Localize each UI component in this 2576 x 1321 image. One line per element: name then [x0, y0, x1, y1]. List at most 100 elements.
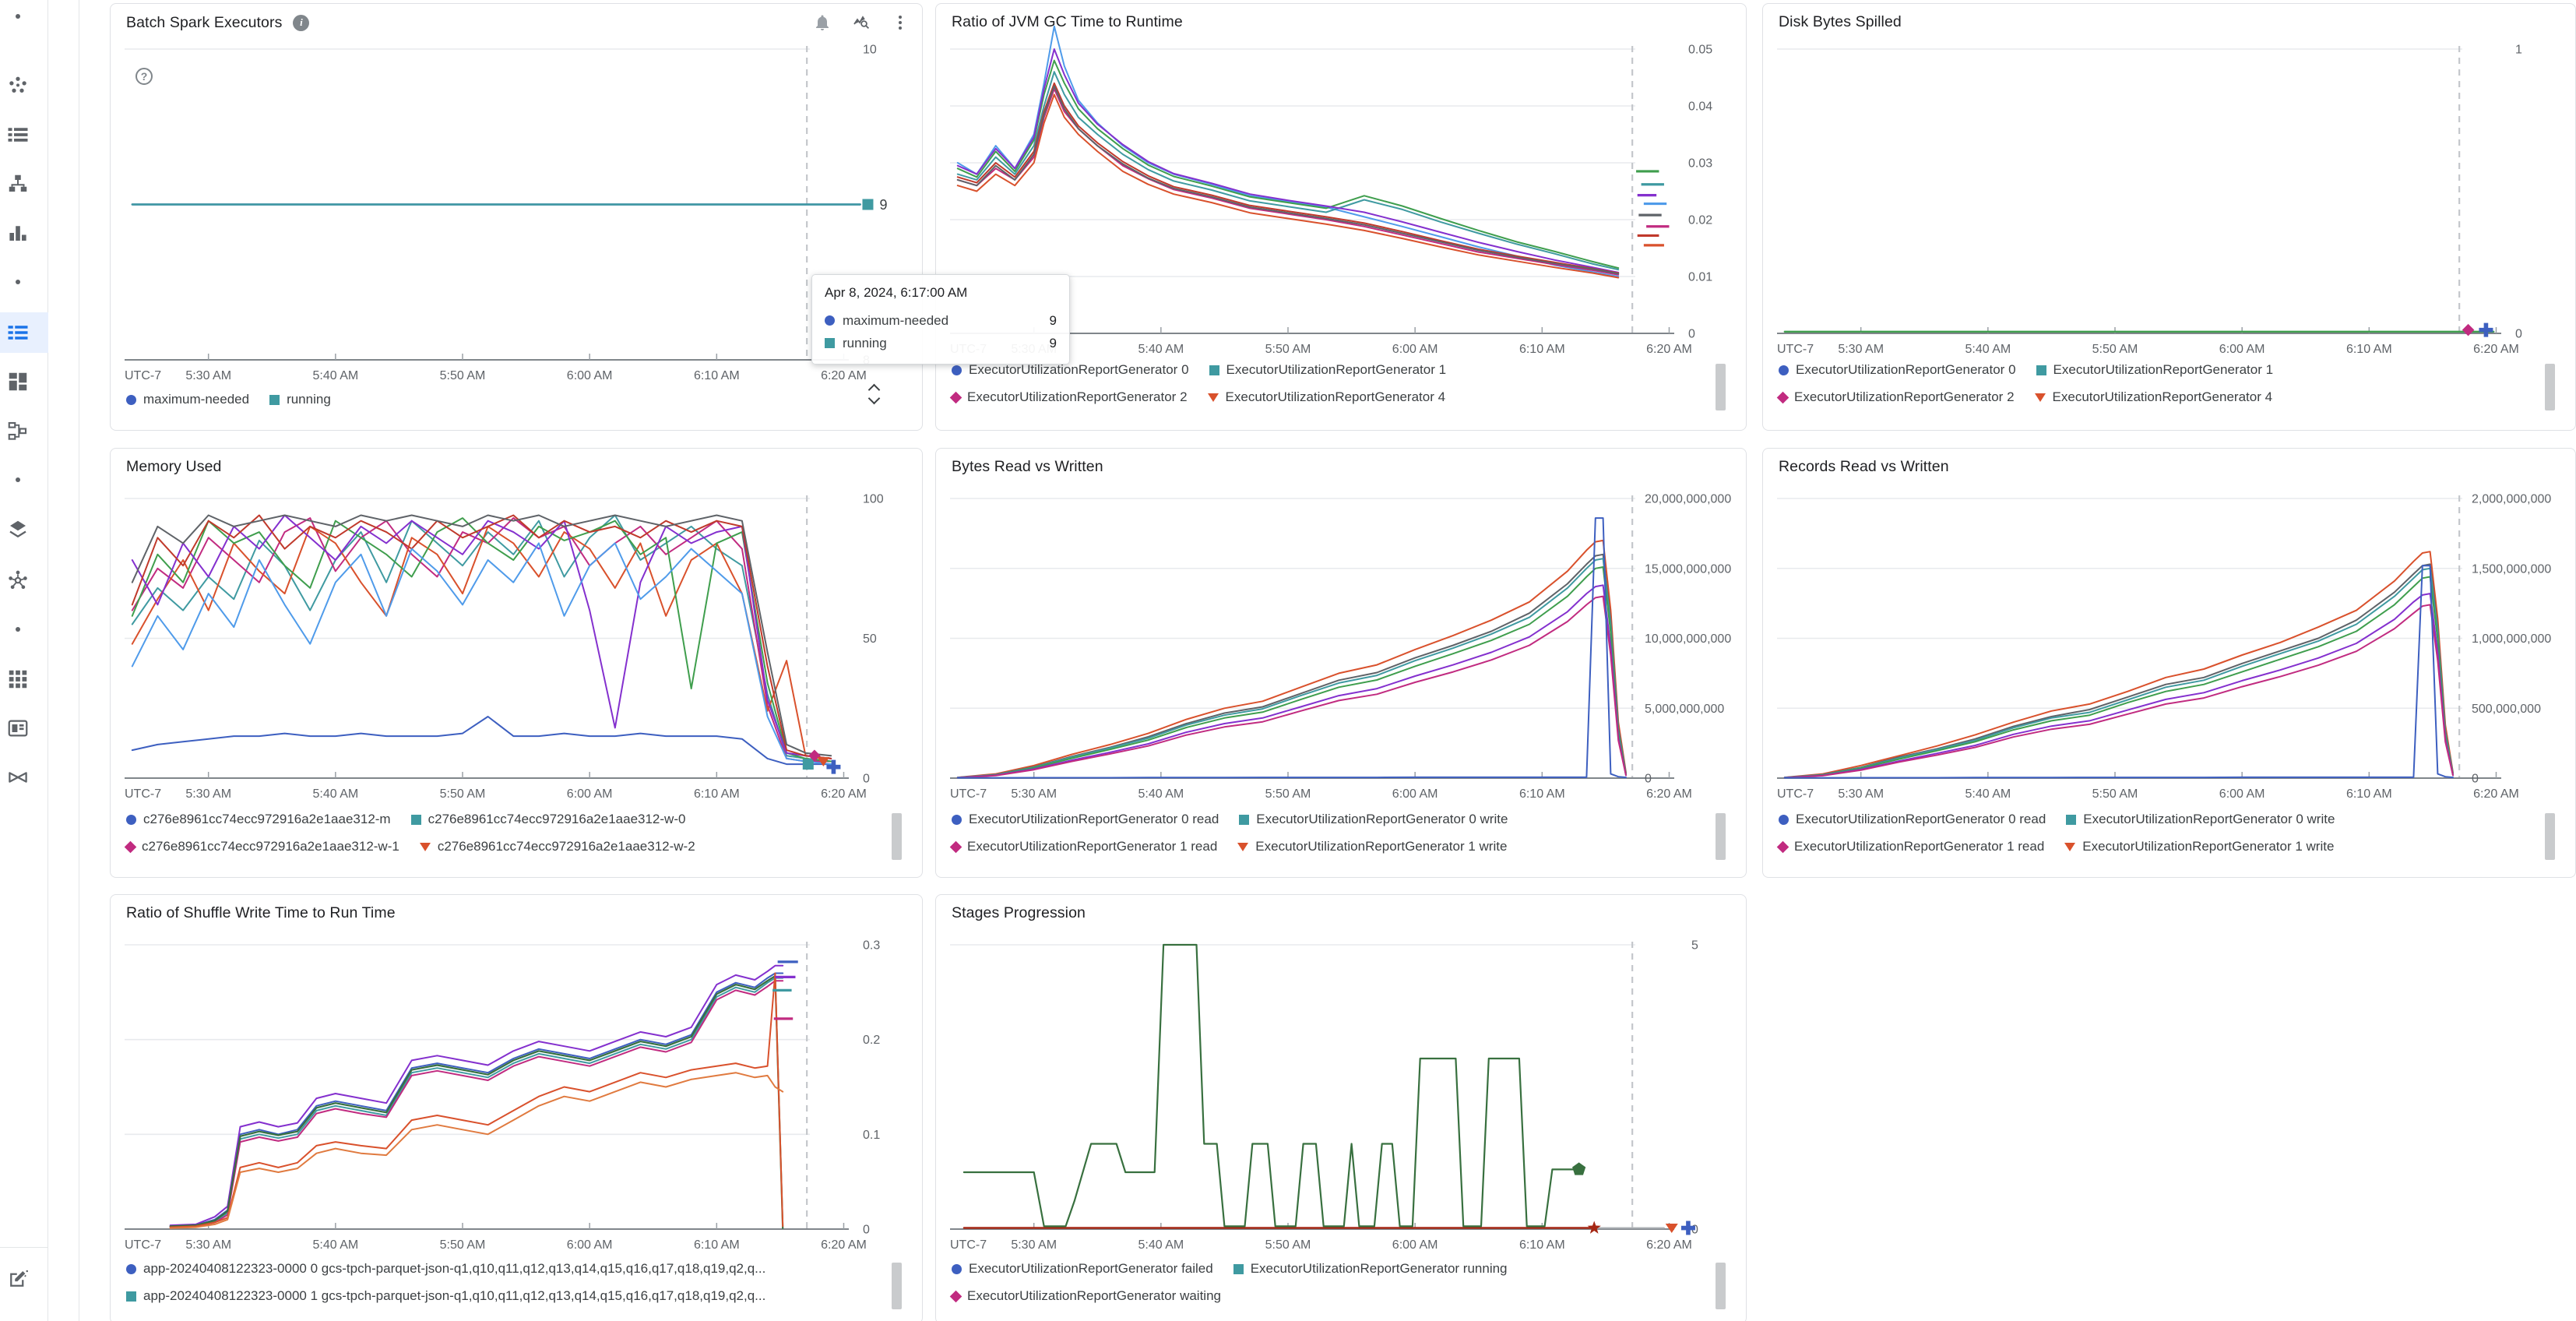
- legend-item[interactable]: ExecutorUtilizationReportGenerator waiti…: [949, 1288, 1221, 1304]
- legend-row: maximum-needed running: [126, 392, 914, 407]
- legend-item[interactable]: ExecutorUtilizationReportGenerator 2: [949, 389, 1188, 405]
- legend-item[interactable]: ExecutorUtilizationReportGenerator 0 wri…: [2066, 812, 2335, 827]
- help-icon[interactable]: ?: [135, 68, 153, 85]
- legend-item[interactable]: ExecutorUtilizationReportGenerator 1 rea…: [949, 839, 1217, 854]
- svg-text:6:10 AM: 6:10 AM: [694, 787, 740, 801]
- legend-scrollbar[interactable]: [892, 813, 902, 860]
- chart-memory-used[interactable]: 5:30 AM 5:40 AM 5:50 AM 6:00 AM 6:10 AM 6:20 …: [125, 492, 950, 811]
- legend-scrollbar[interactable]: [892, 1263, 902, 1309]
- more-options-icon[interactable]: [891, 13, 910, 32]
- chart-shuffle-write-ratio[interactable]: 5:30 AM 5:40 AM 5:50 AM 6:00 AM 6:10 AM 6:20 …: [125, 939, 950, 1262]
- sidebar-item-hub-icon[interactable]: [0, 560, 48, 601]
- tooltip-timestamp: Apr 8, 2024, 6:17:00 AM: [825, 285, 968, 300]
- legend-item[interactable]: running: [269, 392, 331, 407]
- svg-text:6:10 AM: 6:10 AM: [1519, 787, 1565, 801]
- sidebar-item-dot-icon[interactable]: [0, 0, 48, 37]
- legend-scrollbar[interactable]: [2545, 813, 2555, 860]
- sidebar-item-hierarchy-icon[interactable]: [0, 164, 48, 204]
- legend-label: ExecutorUtilizationReportGenerator 4: [1225, 389, 1446, 404]
- svg-text:6:20 AM: 6:20 AM: [821, 369, 867, 382]
- legend-scrollbar[interactable]: [1716, 813, 1726, 860]
- sidebar-item-grid-icon[interactable]: [0, 659, 48, 699]
- svg-text:0: 0: [1688, 328, 1695, 341]
- svg-text:5:30 AM: 5:30 AM: [185, 787, 231, 801]
- legend-row: c276e8961cc74ecc972916a2e1aae312-w-1 c276…: [124, 839, 914, 854]
- chart-records-read-vs-written[interactable]: 5:30 AM 5:40 AM 5:50 AM 6:00 AM 6:10 AM 6:20 …: [1777, 492, 2576, 811]
- chart-jvm-gc-ratio[interactable]: 5:30 AM5:40 AM5:50 AM6:00 AM6:10 AM6:20 …: [950, 25, 1775, 366]
- tooltip-row: maximum-needed 9: [825, 309, 1057, 332]
- legend-item[interactable]: ExecutorUtilizationReportGenerator 0 rea…: [1779, 812, 2046, 827]
- square-marker-icon: [2036, 365, 2046, 375]
- chart-legend: ExecutorUtilizationReportGenerator 0 Exec…: [949, 362, 1738, 417]
- legend-item[interactable]: ExecutorUtilizationReportGenerator 0 wri…: [1239, 812, 1508, 827]
- svg-text:10,000,000,000: 10,000,000,000: [1645, 632, 1731, 646]
- legend-item[interactable]: c276e8961cc74ecc972916a2e1aae312-w-0: [410, 812, 685, 827]
- add-alert-bell-icon[interactable]: [813, 13, 832, 32]
- legend-item[interactable]: app-20240408122323-0000 0 gcs-tpch-parqu…: [126, 1261, 765, 1277]
- svg-text:6:20 AM: 6:20 AM: [1646, 1238, 1692, 1252]
- legend-item[interactable]: ExecutorUtilizationReportGenerator 1 rea…: [1776, 839, 2045, 854]
- legend-scrollbar[interactable]: [2545, 364, 2555, 410]
- sidebar-item-bowtie-icon[interactable]: [0, 757, 48, 798]
- svg-text:0.01: 0.01: [1688, 271, 1712, 284]
- legend-label: ExecutorUtilizationReportGenerator runni…: [1250, 1261, 1508, 1276]
- legend-item[interactable]: ExecutorUtilizationReportGenerator 4: [2034, 389, 2272, 405]
- chart-disk-bytes-spilled[interactable]: 5:30 AM 5:40 AM 5:50 AM 6:00 AM 6:10 AM 6:20 …: [1777, 43, 2576, 366]
- legend-expander[interactable]: [867, 382, 882, 406]
- legend-scrollbar[interactable]: [1716, 364, 1726, 410]
- legend-label: ExecutorUtilizationReportGenerator 0 rea…: [969, 812, 1219, 826]
- svg-text:5: 5: [1691, 939, 1698, 953]
- legend-item[interactable]: ExecutorUtilizationReportGenerator 2: [1776, 389, 2015, 405]
- legend-item[interactable]: c276e8961cc74ecc972916a2e1aae312-m: [126, 812, 391, 827]
- legend-label: ExecutorUtilizationReportGenerator 1 rea…: [1794, 839, 2045, 854]
- card-batch-spark-executors: Batch Spark Executors i ? 5:30 AM 5:40 AM…: [110, 3, 923, 431]
- svg-text:1,500,000,000: 1,500,000,000: [2472, 562, 2551, 576]
- svg-text:5:40 AM: 5:40 AM: [1965, 343, 2011, 356]
- sidebar-item-dashboard-blocks-icon[interactable]: [0, 361, 48, 402]
- legend-item[interactable]: ExecutorUtilizationReportGenerator 0 rea…: [952, 812, 1219, 827]
- sidebar-item-layers-icon[interactable]: [0, 509, 48, 550]
- legend-item[interactable]: maximum-needed: [126, 392, 249, 407]
- legend-item[interactable]: ExecutorUtilizationReportGenerator faile…: [952, 1261, 1213, 1277]
- sidebar-item-cluster-icon[interactable]: [0, 65, 48, 106]
- square-marker-icon: [410, 814, 421, 825]
- chart-legend: app-20240408122323-0000 0 gcs-tpch-parqu…: [126, 1261, 914, 1316]
- series-marker: [825, 315, 835, 326]
- info-icon[interactable]: i: [293, 14, 310, 31]
- sidebar-item-flow-icon[interactable]: [0, 410, 48, 451]
- legend-item[interactable]: c276e8961cc74ecc972916a2e1aae312-w-2: [419, 839, 695, 854]
- legend-item[interactable]: ExecutorUtilizationReportGenerator 0: [952, 362, 1189, 378]
- svg-text:5:30 AM: 5:30 AM: [1011, 787, 1057, 801]
- legend-item[interactable]: ExecutorUtilizationReportGenerator 1: [2036, 362, 2273, 378]
- chart-tooltip: Apr 8, 2024, 6:17:00 AM maximum-needed 9…: [811, 274, 1070, 365]
- svg-text:9: 9: [879, 197, 887, 213]
- legend-scrollbar[interactable]: [1716, 1263, 1726, 1309]
- chart-bytes-read-vs-written[interactable]: 5:30 AM 5:40 AM 5:50 AM 6:00 AM 6:10 AM 6:20 …: [950, 492, 1775, 811]
- legend-item[interactable]: ExecutorUtilizationReportGenerator 0: [1779, 362, 2016, 378]
- card-stages-progression: Stages Progression 5:30 AM 5:40 AM 5:50 AM…: [935, 894, 1747, 1321]
- sidebar-item-dot-icon[interactable]: [0, 609, 48, 650]
- sidebar-item-list-details-icon[interactable]: [0, 114, 48, 155]
- legend-item[interactable]: ExecutorUtilizationReportGenerator 1 wri…: [2064, 839, 2334, 854]
- chart-stages-progression[interactable]: 5:30 AM 5:40 AM 5:50 AM 6:00 AM 6:10 AM 6:20 …: [950, 939, 1775, 1262]
- sidebar-item-dot-icon[interactable]: [0, 460, 48, 500]
- legend-item[interactable]: c276e8961cc74ecc972916a2e1aae312-w-1: [124, 839, 399, 854]
- metrics-explorer-icon[interactable]: [852, 13, 871, 32]
- sidebar-item-compose-icon[interactable]: [0, 1259, 48, 1299]
- legend-row: c276e8961cc74ecc972916a2e1aae312-m c276e8…: [126, 812, 914, 827]
- legend-item[interactable]: ExecutorUtilizationReportGenerator runni…: [1233, 1261, 1508, 1277]
- sidebar-item-monitoring-list-icon[interactable]: [0, 312, 48, 353]
- legend-item[interactable]: ExecutorUtilizationReportGenerator 1 wri…: [1237, 839, 1507, 854]
- legend-item[interactable]: ExecutorUtilizationReportGenerator 4: [1207, 389, 1446, 405]
- svg-text:5:30 AM: 5:30 AM: [1838, 787, 1884, 801]
- legend-item[interactable]: app-20240408122323-0000 1 gcs-tpch-parqu…: [126, 1288, 765, 1304]
- sidebar-item-bar-chart-icon[interactable]: [0, 213, 48, 253]
- card-disk-bytes-spilled: Disk Bytes Spilled 5:30 AM 5:40 AM 5:50 AM…: [1762, 3, 2576, 431]
- diamond-marker-icon: [1776, 840, 1789, 853]
- card-records-read-vs-written: Records Read vs Written 5:30 AM 5:40 AM 5:…: [1762, 448, 2576, 878]
- chart-batch-spark-executors[interactable]: 5:30 AM 5:40 AM 5:50 AM 6:00 AM 6:10 AM 6:20 …: [125, 43, 950, 393]
- triangle-down-marker-icon: [2064, 842, 2076, 851]
- legend-item[interactable]: ExecutorUtilizationReportGenerator 1: [1209, 362, 1446, 378]
- sidebar-item-article-icon[interactable]: [0, 708, 48, 749]
- sidebar-item-dot-icon[interactable]: [0, 262, 48, 302]
